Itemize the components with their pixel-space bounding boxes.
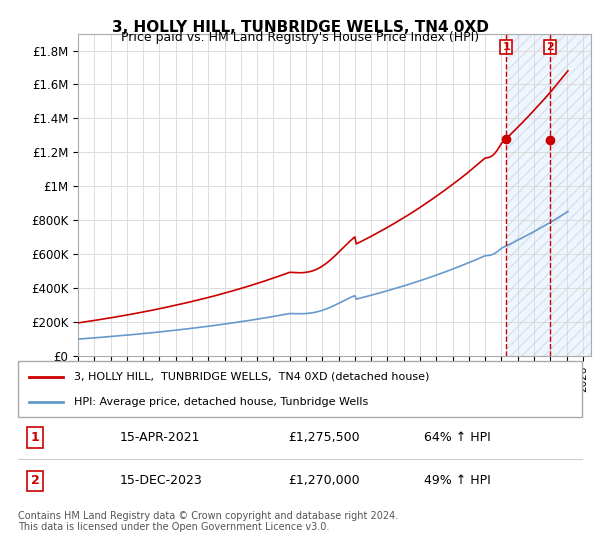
Text: 49% ↑ HPI: 49% ↑ HPI bbox=[424, 474, 491, 487]
Bar bbox=[506, 34, 591, 356]
Text: 3, HOLLY HILL,  TUNBRIDGE WELLS,  TN4 0XD (detached house): 3, HOLLY HILL, TUNBRIDGE WELLS, TN4 0XD … bbox=[74, 372, 430, 382]
Text: 1: 1 bbox=[31, 431, 39, 444]
Bar bbox=[506, 34, 591, 356]
Text: 1: 1 bbox=[502, 42, 510, 52]
Text: Price paid vs. HM Land Registry's House Price Index (HPI): Price paid vs. HM Land Registry's House … bbox=[121, 31, 479, 44]
Text: 2: 2 bbox=[546, 42, 554, 52]
Text: 3, HOLLY HILL, TUNBRIDGE WELLS, TN4 0XD: 3, HOLLY HILL, TUNBRIDGE WELLS, TN4 0XD bbox=[112, 20, 488, 35]
Text: Contains HM Land Registry data © Crown copyright and database right 2024.
This d: Contains HM Land Registry data © Crown c… bbox=[18, 511, 398, 533]
Text: HPI: Average price, detached house, Tunbridge Wells: HPI: Average price, detached house, Tunb… bbox=[74, 396, 368, 407]
FancyBboxPatch shape bbox=[18, 361, 582, 417]
Text: 2: 2 bbox=[31, 474, 39, 487]
Text: 15-DEC-2023: 15-DEC-2023 bbox=[119, 474, 202, 487]
Text: £1,270,000: £1,270,000 bbox=[289, 474, 361, 487]
Text: 64% ↑ HPI: 64% ↑ HPI bbox=[424, 431, 491, 444]
Text: £1,275,500: £1,275,500 bbox=[289, 431, 361, 444]
Text: 15-APR-2021: 15-APR-2021 bbox=[119, 431, 200, 444]
